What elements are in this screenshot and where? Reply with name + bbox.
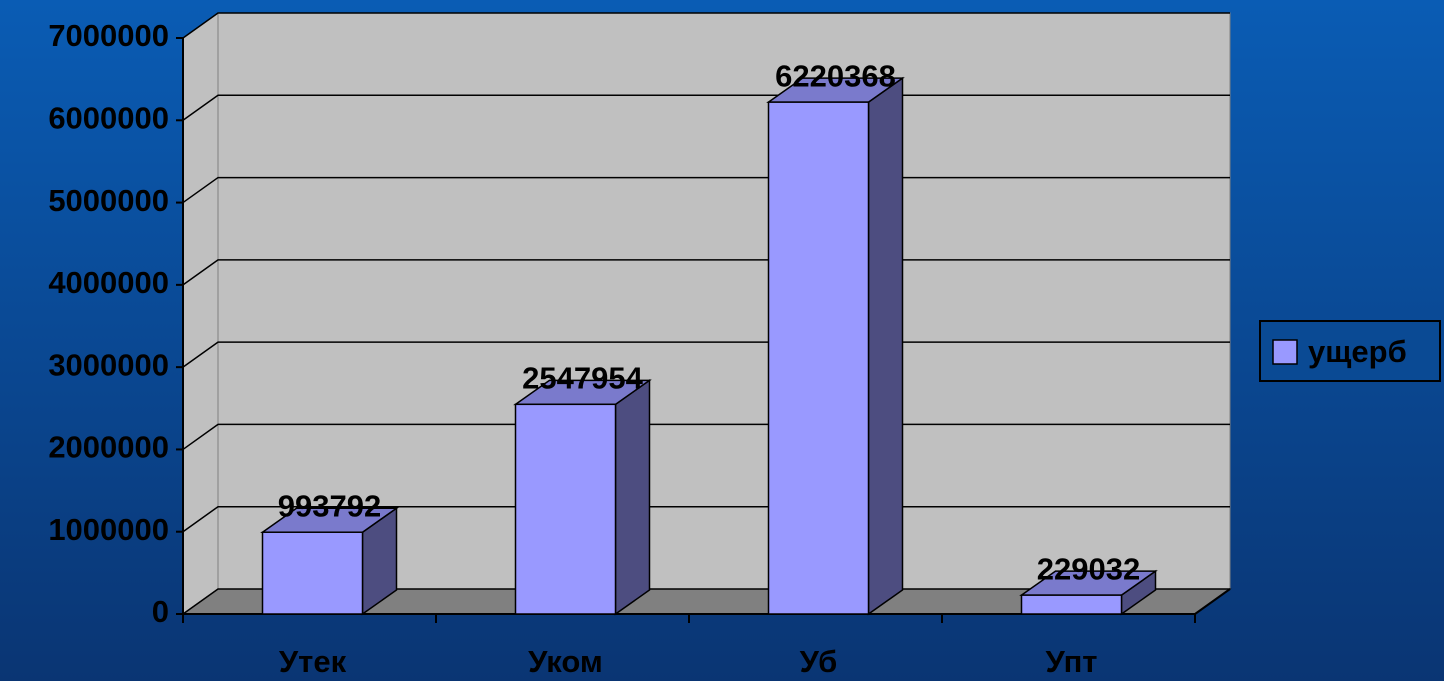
plot-area: 0 1000000 2000000 3000000 4000000 5000000 6000…	[48, 12, 1232, 679]
y-tick-label: 4000000	[48, 265, 169, 300]
bar-front	[1020, 594, 1123, 615]
y-tick-label: 3000000	[48, 347, 169, 382]
data-label: 993792	[278, 488, 381, 523]
y-tick-label: 7000000	[48, 18, 169, 53]
data-label: 6220368	[775, 58, 896, 93]
x-tick-label: Уком	[528, 644, 603, 679]
y-tick-label: 0	[152, 594, 169, 629]
bar-front	[767, 101, 870, 615]
x-tick-label: Упт	[1045, 644, 1097, 679]
bar-side	[614, 378, 651, 616]
data-label: 229032	[1037, 551, 1140, 586]
x-tick-label: Утек	[279, 644, 347, 679]
bar	[513, 378, 652, 616]
bar	[766, 76, 905, 616]
side-wall	[182, 12, 219, 615]
bar-side	[867, 76, 904, 616]
y-tick-label: 5000000	[48, 183, 169, 218]
y-tick-label: 2000000	[48, 430, 169, 465]
bar-front	[261, 531, 364, 615]
bar	[1019, 569, 1158, 616]
y-tick-label: 1000000	[48, 512, 169, 547]
legend-label: ущерб	[1308, 334, 1407, 369]
grid-line	[182, 12, 1230, 39]
bar-front	[514, 403, 617, 615]
floor-edge	[1194, 588, 1231, 615]
data-label: 2547954	[522, 361, 643, 396]
bar	[260, 506, 399, 616]
legend-swatch	[1272, 339, 1298, 365]
y-tick-label: 6000000	[48, 100, 169, 135]
x-tick-label: Уб	[800, 644, 838, 679]
